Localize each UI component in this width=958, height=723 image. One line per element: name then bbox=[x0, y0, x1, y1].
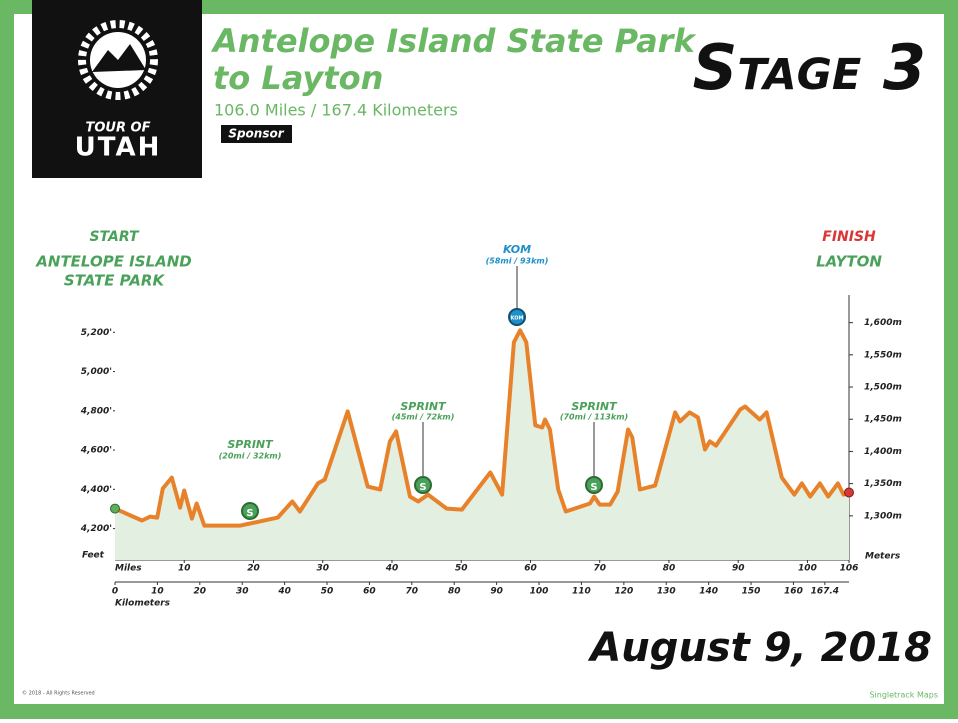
x2-tick-label: 30 bbox=[236, 587, 249, 597]
y2-tick-label: 1,450m bbox=[864, 415, 902, 425]
x2-tick-label: 120 bbox=[614, 587, 633, 597]
y2-tick-label: 1,550m bbox=[864, 350, 902, 360]
x-tick-label: 90 bbox=[732, 564, 745, 574]
annotation-detail: (45mi / 72km) bbox=[392, 413, 455, 422]
x2-tick-label: 20 bbox=[194, 587, 207, 597]
logo-gear bbox=[78, 20, 158, 100]
sprint-icon-text: S bbox=[246, 508, 253, 519]
x-tick-label: 10 bbox=[178, 564, 191, 574]
chart: 4,200' 4,400' 4,600' 4,800' 5,000' 5,200' 1,30… bbox=[80, 295, 902, 609]
y2-tick-label: 1,600m bbox=[864, 318, 902, 328]
logo-mountain bbox=[92, 44, 146, 72]
start-place: ANTELOPE ISLAND bbox=[35, 253, 191, 271]
x2-tick-label: 80 bbox=[448, 587, 461, 597]
x-tick-label: 60 bbox=[524, 564, 537, 574]
start-place: STATE PARK bbox=[64, 272, 166, 290]
x2-tick-label: 0 bbox=[112, 587, 118, 597]
x2-tick-label: 50 bbox=[321, 587, 334, 597]
sponsor-box bbox=[221, 125, 292, 143]
sponsor: Sponsor bbox=[228, 127, 284, 141]
finish-label: FINISH bbox=[822, 229, 876, 245]
annotations: SPRINT (20mi / 32km) S SPRINT (45mi / 72… bbox=[219, 243, 628, 520]
date: August 9, 2018 bbox=[587, 625, 932, 671]
y2-tick-label: 1,350m bbox=[864, 479, 902, 489]
sprint-icon bbox=[585, 476, 603, 494]
x-tick-label: 40 bbox=[385, 564, 399, 574]
y-tick-label: 5,000' bbox=[81, 367, 112, 377]
x-tick-label: 100 bbox=[798, 564, 817, 574]
sprint-icon-text: S bbox=[419, 482, 426, 493]
x2-tick-label: 70 bbox=[406, 587, 419, 597]
x2-tick-label: 150 bbox=[742, 587, 761, 597]
logo-text: TOUR OF bbox=[86, 121, 151, 136]
sprint-icon bbox=[414, 476, 432, 494]
x-tick-label: 30 bbox=[316, 564, 329, 574]
annotation-detail: (20mi / 32km) bbox=[219, 452, 282, 461]
x2-tick-label: 10 bbox=[151, 587, 164, 597]
sprint-icon-text: S bbox=[590, 482, 597, 493]
subtitle: 106.0 Miles / 167.4 Kilometers bbox=[214, 101, 458, 120]
stage: Stage 3 bbox=[693, 31, 926, 104]
y-axis-label: Feet bbox=[82, 551, 105, 561]
x2-tick-label: 110 bbox=[572, 587, 591, 597]
x-tick-label: 80 bbox=[663, 564, 676, 574]
title: Antelope Island State Park bbox=[210, 22, 696, 60]
logo-box bbox=[32, 0, 202, 178]
y-tick-label: 4,800' bbox=[80, 406, 112, 416]
x2-tick-label: 167.4 bbox=[811, 587, 839, 597]
y2-tick-label: 1,500m bbox=[864, 383, 902, 393]
x2-axis-label: Kilometers bbox=[115, 599, 171, 609]
x-axis-label: Miles bbox=[115, 564, 142, 574]
copyright: © 2018 - All Rights Reserved bbox=[22, 690, 95, 697]
logo-text: UTAH bbox=[75, 133, 162, 163]
sprint-icon bbox=[241, 502, 259, 520]
kom-icon-text: KOM bbox=[511, 316, 524, 322]
x2-tick-label: 130 bbox=[657, 587, 676, 597]
y2-tick-label: 1,400m bbox=[864, 447, 902, 457]
x2-tick-label: 100 bbox=[530, 587, 549, 597]
elevation-area bbox=[115, 330, 849, 560]
credit: Singletrack Maps bbox=[869, 691, 938, 700]
finish-dot bbox=[844, 487, 854, 498]
y-tick-label: 4,200' bbox=[80, 524, 112, 534]
kom-icon bbox=[508, 308, 526, 326]
finish-place: LAYTON bbox=[816, 253, 882, 271]
annotation-label: SPRINT bbox=[227, 438, 274, 451]
start-label: START bbox=[89, 229, 140, 245]
x2-tick-label: 140 bbox=[699, 587, 718, 597]
annotation-label: SPRINT bbox=[400, 400, 447, 413]
start-dot bbox=[110, 503, 120, 514]
y2-axis-label: Meters bbox=[865, 552, 901, 562]
x-tick-label: 70 bbox=[593, 564, 606, 574]
x2-tick-label: 90 bbox=[490, 587, 503, 597]
y-tick-label: 4,600' bbox=[80, 446, 112, 456]
x-tick-label: 20 bbox=[247, 564, 260, 574]
x2-tick-label: 40 bbox=[277, 587, 291, 597]
elevation-line bbox=[114, 328, 850, 528]
x2-tick-label: 60 bbox=[363, 587, 376, 597]
annotation-label: SPRINT bbox=[571, 400, 618, 413]
annotation-detail: (70mi / 113km) bbox=[560, 413, 628, 422]
annotation-label: KOM bbox=[503, 243, 531, 256]
x-tick-label: 50 bbox=[455, 564, 468, 574]
y-tick-label: 4,400' bbox=[80, 485, 112, 495]
x2-tick-label: 160 bbox=[784, 587, 803, 597]
y-tick-label: 5,200' bbox=[81, 328, 112, 338]
title: to Layton bbox=[213, 59, 383, 97]
x-tick-label: 106 bbox=[840, 564, 859, 574]
annotation-detail: (58mi / 93km) bbox=[486, 257, 549, 266]
y2-tick-label: 1,300m bbox=[864, 511, 902, 521]
